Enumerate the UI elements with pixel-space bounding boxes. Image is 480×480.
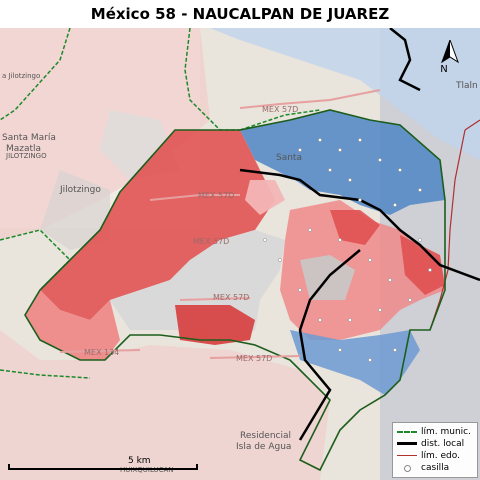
legend-symbol-casilla xyxy=(397,463,417,473)
section-red-center[interactable] xyxy=(330,210,380,245)
place-label-tlalne: Tlaln xyxy=(455,81,478,91)
scale-label: 5 km xyxy=(128,456,151,466)
legend-symbol-dist xyxy=(397,439,417,449)
scale-line xyxy=(8,468,198,470)
road-label-mex57d-north: MEX 57D xyxy=(262,105,298,114)
place-label-huixquilucan: HUIXQUILUCAN xyxy=(120,466,174,474)
legend-symbol-munic xyxy=(397,427,417,437)
dist-local-line-east xyxy=(239,168,480,282)
neighbor-region-sw xyxy=(0,330,330,480)
legend-label-munic: lím. munic. xyxy=(421,427,471,437)
map-title: México 58 - NAUCALPAN DE JUAREZ xyxy=(0,0,480,28)
district-outline xyxy=(24,109,446,472)
road-label-mex57d-mid: MEX 57D xyxy=(198,191,234,200)
section-blue-north[interactable] xyxy=(240,110,445,215)
north-arrow-icon xyxy=(441,38,459,64)
casilla-points xyxy=(263,138,432,362)
neighbor-region-ne xyxy=(210,28,480,160)
legend-label-casilla: casilla xyxy=(421,463,450,473)
place-label-isla-de-agua: Isla de Agua xyxy=(236,442,291,452)
road-label-mex134: MEX 134 xyxy=(84,348,119,357)
legend-label-edo: lím. edo. xyxy=(421,451,460,461)
scale-tick-right xyxy=(196,464,198,470)
legend-item-dist: dist. local xyxy=(397,438,473,450)
section-red-south[interactable] xyxy=(175,305,255,345)
place-label-residencial: Residencial xyxy=(240,431,291,441)
munic-limit-sw xyxy=(0,369,91,379)
dist-local-line-north xyxy=(389,28,421,92)
scale-bar: 5 km xyxy=(8,454,198,472)
section-blue-south[interactable] xyxy=(290,330,420,395)
jilotzingo-grey xyxy=(40,170,110,250)
road-mex57d-north xyxy=(239,89,381,109)
road-mex57d-mid xyxy=(149,194,240,201)
place-label-santa-maria: Santa María xyxy=(2,133,56,143)
place-label-jilotzingo-top: a Jilotzingo xyxy=(2,72,40,80)
road-mex57d-south xyxy=(179,297,251,301)
legend-item-edo: lím. edo. xyxy=(397,450,473,462)
road-label-mex57d-mid2: MEX 57D xyxy=(193,237,229,246)
legend-item-casilla: casilla xyxy=(397,462,473,474)
section-southwest[interactable] xyxy=(25,290,120,360)
road-mex134 xyxy=(59,349,141,353)
place-label-mazatla: Mazatla xyxy=(6,144,41,154)
dist-local-line-south xyxy=(298,249,361,441)
north-arrow: N xyxy=(438,38,462,80)
legend-symbol-edo xyxy=(397,451,417,461)
map-svg: MEX 57D MEX 57D MEX 57D MEX 57D MEX 57D … xyxy=(0,28,480,480)
section-pink-santa[interactable] xyxy=(245,180,285,215)
legend-item-munic: lím. munic. xyxy=(397,426,473,438)
munic-limit-nw xyxy=(0,28,71,121)
map-canvas[interactable]: MEX 57D MEX 57D MEX 57D MEX 57D MEX 57D … xyxy=(0,28,480,480)
map-legend: lím. munic. dist. local lím. edo. casill… xyxy=(392,422,478,478)
place-label-jilotzingo: Jilotzingo xyxy=(59,185,101,195)
place-label-jilotzingo-badge: JILOTZINGO xyxy=(5,152,47,160)
section-west-large[interactable] xyxy=(40,130,275,320)
road-label-mex57d-south2: MEX 57D xyxy=(236,354,272,363)
north-label: N xyxy=(440,64,448,75)
legend-label-dist: dist. local xyxy=(421,439,465,449)
road-label-mex57d-south: MEX 57D xyxy=(213,293,249,302)
place-label-santa: Santa xyxy=(276,153,302,163)
section-red-east[interactable] xyxy=(280,200,445,340)
munic-limit-north2 xyxy=(239,109,321,131)
road-mex57d-south2 xyxy=(209,355,301,359)
section-red-edge[interactable] xyxy=(400,235,445,295)
scale-tick-left xyxy=(8,464,10,470)
state-limit xyxy=(429,119,480,331)
